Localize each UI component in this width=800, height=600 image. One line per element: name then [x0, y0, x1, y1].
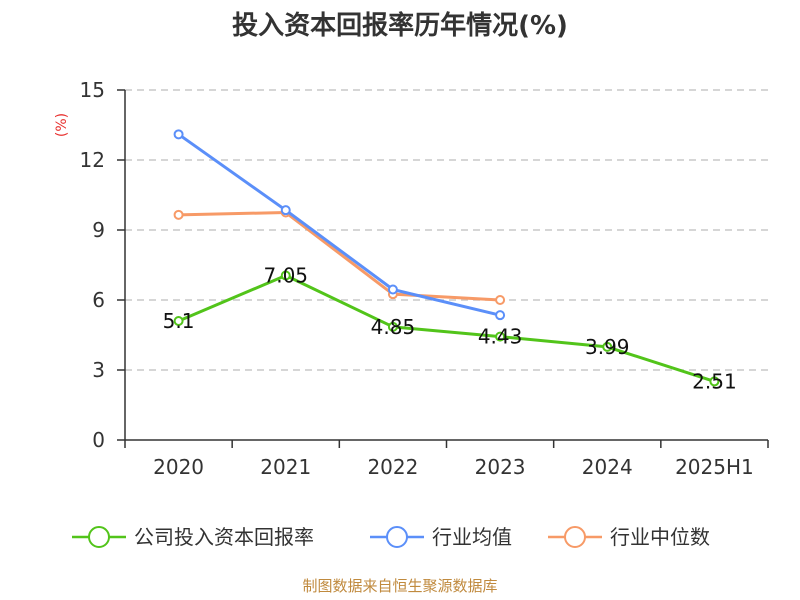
data-point — [495, 331, 506, 342]
y-tick-label: 12 — [80, 148, 105, 172]
legend-marker — [386, 526, 408, 548]
legend-label: 行业均值 — [432, 525, 512, 549]
series-2 — [173, 207, 506, 305]
y-tick-label: 6 — [92, 288, 105, 312]
data-label: 5.1 — [163, 309, 195, 333]
legend-label: 公司投入资本回报率 — [134, 525, 314, 549]
series-1 — [173, 129, 506, 321]
data-label: 3.99 — [585, 335, 630, 359]
series-line — [178, 211, 501, 302]
x-tick-label: 2023 — [475, 455, 526, 479]
data-point — [709, 376, 720, 387]
grid-lines — [125, 89, 768, 371]
x-tick-label: 2025H1 — [675, 455, 754, 479]
y-tick-label: 15 — [80, 78, 105, 102]
x-tick-label: 2021 — [260, 455, 311, 479]
x-tick-label: 2024 — [582, 455, 633, 479]
legend-label: 行业中位数 — [610, 525, 710, 549]
data-point — [280, 205, 291, 216]
source-note: 制图数据来自恒生聚源数据库 — [302, 577, 497, 595]
x-tick-label: 2020 — [153, 455, 204, 479]
data-point — [280, 270, 291, 281]
data-point — [387, 321, 398, 332]
y-tick-label: 0 — [92, 428, 105, 452]
legend-marker — [88, 526, 110, 548]
data-point — [602, 341, 613, 352]
chart-title: 投入资本回报率历年情况(%) — [232, 10, 568, 41]
axes: 0 3 6 9 12 15 2020 2021 2022 2023 2024 2025H1 — [80, 78, 769, 479]
y-tick-label: 9 — [92, 218, 105, 242]
legend-item-1: 行业均值 — [370, 525, 512, 549]
legend: 公司投入资本回报率 行业均值 行业中位数 — [72, 525, 710, 549]
legend-item-0: 公司投入资本回报率 — [72, 525, 314, 549]
legend-marker — [564, 526, 586, 548]
data-point — [173, 316, 184, 326]
data-label: 4.43 — [478, 325, 523, 349]
y-tick-label: 3 — [92, 358, 105, 382]
series-0 — [173, 270, 720, 387]
data-point — [495, 310, 506, 321]
series-layer — [173, 129, 720, 387]
x-tick-label: 2022 — [367, 455, 418, 479]
y-axis-unit-label: (%) — [54, 113, 70, 137]
data-label: 7.05 — [263, 264, 308, 288]
legend-item-2: 行业中位数 — [548, 525, 710, 549]
data-point — [387, 284, 398, 295]
data-label: 2.51 — [692, 369, 737, 393]
series-line — [177, 133, 501, 317]
data-point — [173, 129, 184, 140]
data-labels: 5.1 7.05 4.85 4.43 3.99 2.51 — [163, 264, 737, 394]
data-label: 4.85 — [371, 315, 416, 339]
data-point — [495, 295, 506, 305]
data-point — [173, 209, 184, 220]
series-line — [177, 274, 715, 383]
